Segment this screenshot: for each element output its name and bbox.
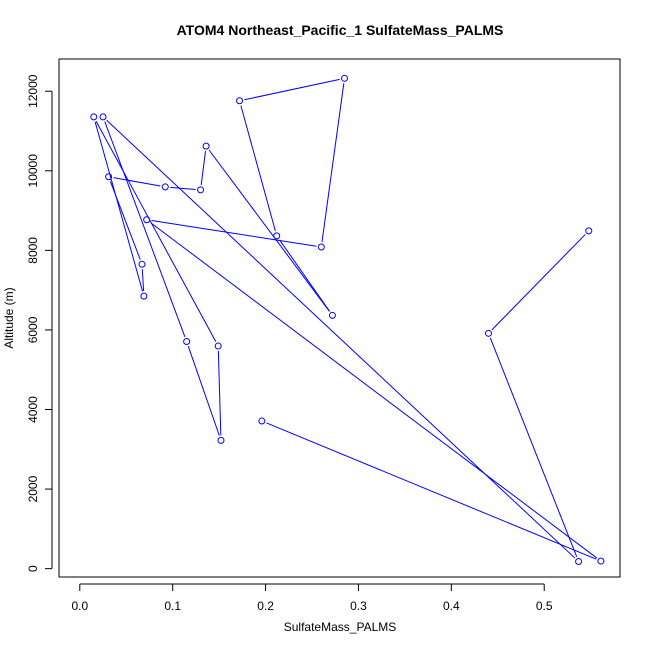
data-point [138,260,146,268]
data-point [90,113,98,121]
data-point [214,342,222,350]
series-segment [150,222,598,559]
series-segment [151,220,317,247]
data-point [99,113,107,121]
series-segment [244,78,340,101]
x-tick-label: 0.4 [443,599,460,613]
series-segment [321,83,345,243]
series-segment [240,105,276,232]
data-point [585,227,593,235]
data-point [202,142,210,150]
data-point [161,183,169,191]
series-segment [491,234,586,331]
data-point [484,329,492,337]
y-tick-label: 2000 [26,475,40,502]
series-segment [170,186,196,190]
series-segment [95,121,217,342]
data-point [317,243,325,251]
data-point [217,436,225,444]
series-segment [109,181,141,260]
series-segment [279,239,330,312]
data-point [258,417,266,425]
x-axis-label: SulfateMass_PALMS [284,620,397,634]
data-point [328,311,336,319]
series-segment [94,121,144,292]
x-axis: 0.0 0.1 0.2 0.3 0.4 0.5 [71,583,553,613]
y-tick-label: 0 [26,565,40,572]
y-tick-label: 8000 [26,237,40,264]
y-tick-label: 10000 [26,154,40,188]
data-point [341,74,349,82]
series-segment [113,177,161,187]
data-point [143,216,151,224]
x-tick-label: 0.2 [257,599,274,613]
data-point [197,186,205,194]
series-points [90,74,605,565]
x-tick-label: 0.1 [164,599,181,613]
data-point [140,292,148,300]
series-segment [200,151,206,185]
x-tick-label: 0.3 [350,599,367,613]
x-tick-label: 0.0 [71,599,88,613]
series-lines [94,78,598,560]
x-tick-label: 0.5 [536,599,553,613]
data-point [575,557,583,565]
y-tick-label: 12000 [26,74,40,108]
series-segment [266,422,597,560]
series-segment [104,121,186,337]
series-segment [106,119,576,559]
y-tick-label: 6000 [26,316,40,343]
data-point [597,557,605,565]
series-segment [489,337,578,558]
data-point [236,97,244,105]
y-axis-label: Altitude (m) [2,287,16,348]
data-point [273,232,281,240]
y-axis: 0 2000 4000 6000 8000 10000 12000 [26,74,53,572]
data-point [105,173,113,181]
data-point [183,337,191,345]
series-segment [187,346,220,436]
series-segment [141,269,145,292]
series-segment [217,351,222,436]
plot-frame [58,58,621,578]
series-segment [208,149,330,312]
chart-title: ATOM4 Northeast_Pacific_1 SulfateMass_PA… [177,22,504,38]
y-tick-label: 4000 [26,396,40,423]
